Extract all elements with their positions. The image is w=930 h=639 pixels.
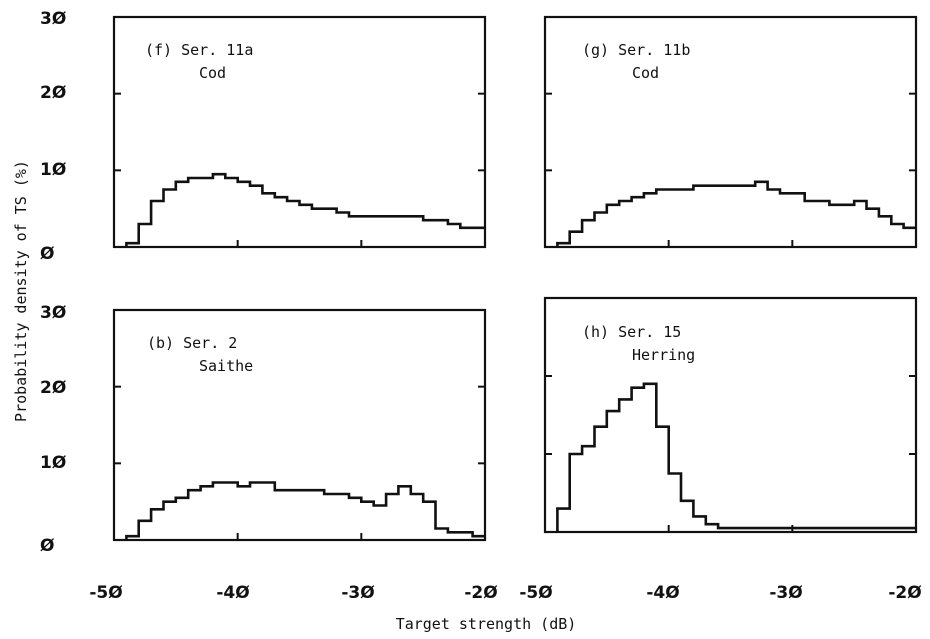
y-tick-label-bottom-20: 2Ø	[40, 378, 66, 398]
panel-f-ser-11a-cod: (f) Ser. 11a Cod	[112, 15, 487, 249]
y-tick-label-top-10: 1Ø	[40, 160, 66, 180]
panel-b-frame	[112, 308, 487, 542]
panel-f-label-line2: Cod	[199, 64, 226, 82]
panel-f-label-line1: (f) Ser. 11a	[145, 41, 253, 59]
x-axis-title: Target strength (dB)	[396, 615, 577, 633]
panel-f-frame	[112, 15, 487, 249]
panel-g-label-line2: Cod	[632, 64, 659, 82]
panel-g-frame	[543, 15, 918, 249]
x-tick-labels-right: -5Ø -4Ø -3Ø -2Ø	[519, 583, 921, 603]
y-tick-label-top-20: 2Ø	[40, 83, 66, 103]
panel-h-histogram	[556, 382, 916, 532]
x-tick-label-right-m40: -4Ø	[646, 583, 679, 603]
y-axis-title: Probability density of TS (%)	[12, 160, 30, 422]
y-tick-labels-bottom: 3Ø 2Ø 1Ø Ø	[40, 303, 66, 556]
x-tick-label-left-m30: -3Ø	[341, 583, 374, 603]
y-tick-label-bottom-0: Ø	[40, 536, 54, 556]
x-tick-labels-left: -5Ø -4Ø -3Ø -2Ø	[89, 583, 497, 603]
x-tick-label-right-m20: -2Ø	[888, 583, 921, 603]
panel-h-label-line2: Herring	[632, 346, 695, 364]
x-tick-label-right-m50: -5Ø	[519, 583, 552, 603]
y-tick-label-top-30: 3Ø	[40, 9, 66, 29]
panel-b-label-line2: Saithe	[199, 357, 253, 375]
panel-b-histogram	[125, 481, 485, 540]
y-tick-label-bottom-10: 1Ø	[40, 453, 66, 473]
panel-f-histogram	[125, 172, 485, 247]
panel-h-frame	[543, 296, 918, 534]
panel-b-label-line1: (b) Ser. 2	[147, 334, 237, 352]
y-tick-labels-top: 3Ø 2Ø 1Ø Ø	[40, 9, 66, 264]
panel-b-ser-2-saithe: (b) Ser. 2 Saithe	[112, 308, 487, 542]
x-tick-label-right-m30: -3Ø	[769, 583, 802, 603]
panel-g-ser-11b-cod: (g) Ser. 11b Cod	[543, 15, 918, 249]
panel-h-ser-15-herring: (h) Ser. 15 Herring	[543, 296, 918, 534]
panel-h-label-line1: (h) Ser. 15	[582, 323, 681, 341]
panel-g-histogram	[556, 180, 916, 247]
y-tick-label-bottom-30: 3Ø	[40, 303, 66, 323]
y-tick-label-top-0: Ø	[40, 244, 54, 264]
panel-g-label-line1: (g) Ser. 11b	[582, 41, 690, 59]
x-tick-label-left-m20: -2Ø	[464, 583, 497, 603]
x-tick-label-left-m40: -4Ø	[216, 583, 249, 603]
x-tick-label-left-m50: -5Ø	[89, 583, 122, 603]
